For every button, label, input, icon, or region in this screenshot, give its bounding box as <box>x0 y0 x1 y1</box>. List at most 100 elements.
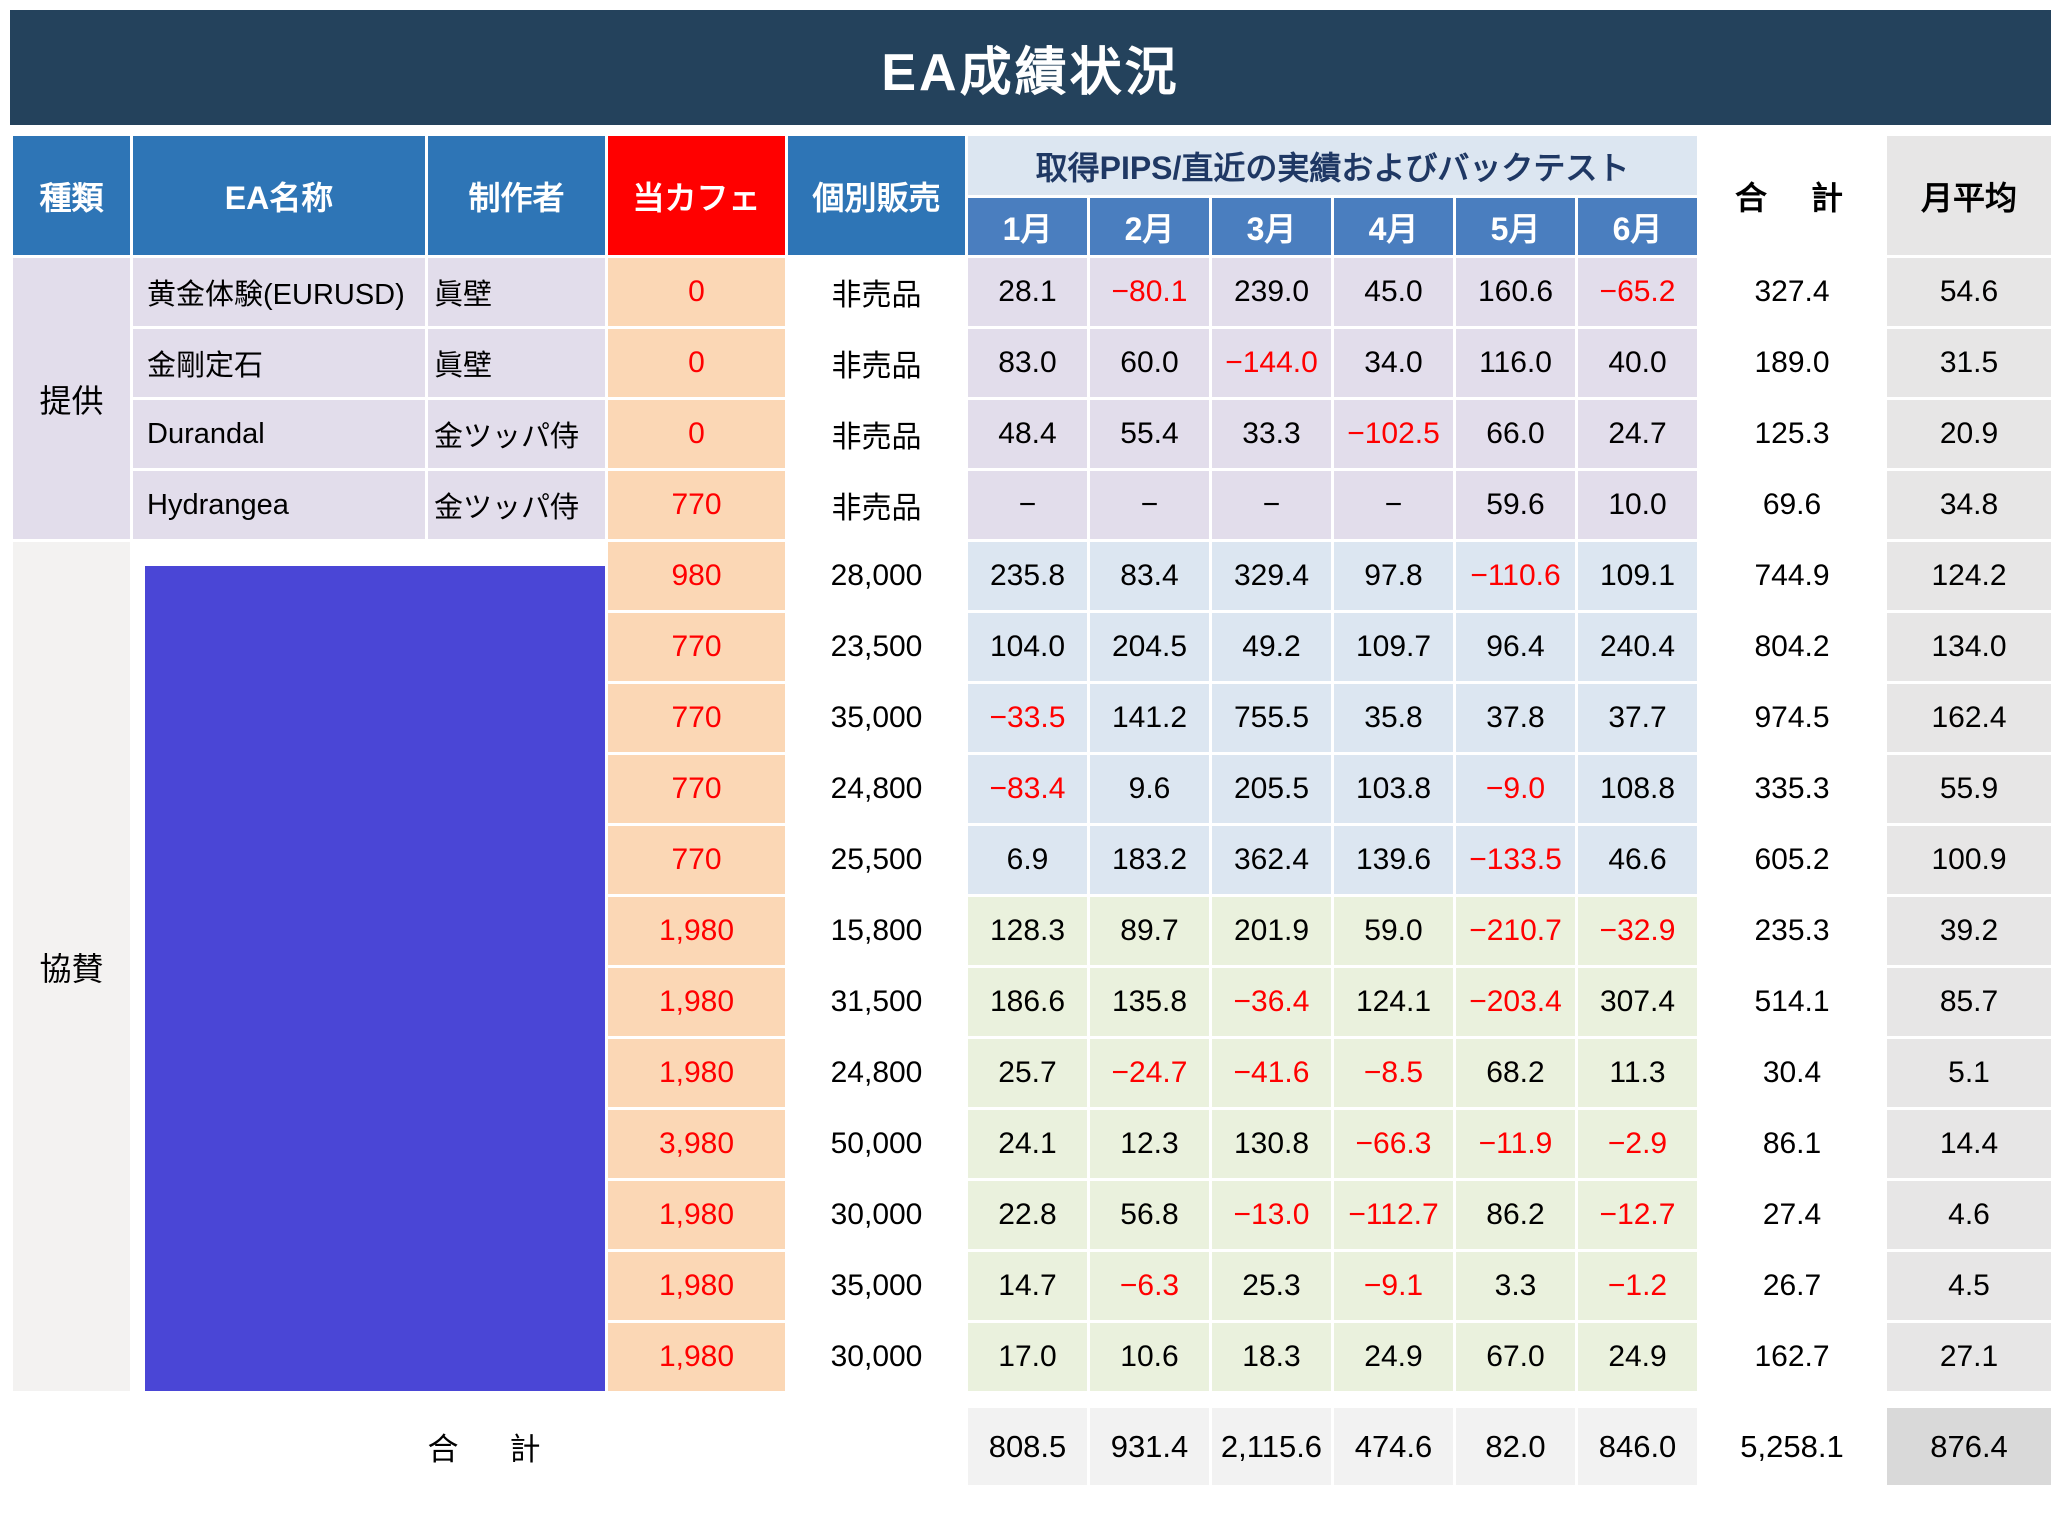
row-total-cell: 327.4 <box>1697 255 1888 329</box>
row-total-cell: 804.2 <box>1697 610 1888 684</box>
row-monthly-avg-cell: 54.6 <box>1884 255 2055 329</box>
table-row: 1,980 30,000 22.8 56.8 −13.0 −112.7 86.2 −12.7 2… <box>12 1178 2055 1252</box>
table-row: 3,980 50,000 24.1 12.3 130.8 −66.3 −11.9 −2.9 86… <box>12 1107 2055 1181</box>
month-value-cell: 329.4 <box>1209 539 1334 613</box>
cafe-price-cell: 980 <box>605 539 788 613</box>
month-header-may: 5月 <box>1453 195 1578 258</box>
month-value-cell: −8.5 <box>1331 1036 1456 1110</box>
table-row: 770 24,800 −83.4 9.6 205.5 103.8 −9.0 108.8 335.… <box>12 752 2055 826</box>
month-value-cell: 201.9 <box>1209 894 1334 968</box>
month-value-cell: −2.9 <box>1574 1107 1701 1181</box>
table-row: 770 23,500 104.0 204.5 49.2 109.7 96.4 240.4 804… <box>12 610 2055 684</box>
individual-price-cell: 非売品 <box>785 326 968 400</box>
cafe-price-cell: 770 <box>605 468 788 542</box>
creator-cell: 金ツッパ侍 <box>425 468 608 542</box>
month-value-cell: 59.6 <box>1453 468 1578 542</box>
month-value-cell: − <box>1209 468 1334 542</box>
row-monthly-avg-cell: 100.9 <box>1884 823 2055 897</box>
col-header-type: 種類 <box>10 133 133 258</box>
month-value-cell: 97.8 <box>1331 539 1456 613</box>
cafe-price-cell: 0 <box>605 326 788 400</box>
month-value-cell: −1.2 <box>1574 1249 1701 1323</box>
individual-price-cell: 24,800 <box>785 1036 968 1110</box>
table-row: 770 25,500 6.9 183.2 362.4 139.6 −133.5 46.6 605… <box>12 823 2055 897</box>
month-value-cell: 55.4 <box>1087 397 1212 471</box>
month-value-cell: −36.4 <box>1209 965 1334 1039</box>
month-value-cell: 130.8 <box>1209 1107 1334 1181</box>
month-value-cell: −83.4 <box>965 752 1090 826</box>
month-value-cell: 307.4 <box>1574 965 1701 1039</box>
group-type-cell: 提供 <box>10 255 133 542</box>
ea-name-cell: 金剛定石 <box>130 326 428 400</box>
month-value-cell: − <box>1087 468 1212 542</box>
month-value-cell: 68.2 <box>1453 1036 1578 1110</box>
footer-monthly-avg: 876.4 <box>1884 1405 2055 1488</box>
table-row: 1,980 15,800 128.3 89.7 201.9 59.0 −210.7 −32.9… <box>12 894 2055 968</box>
row-total-cell: 86.1 <box>1697 1107 1888 1181</box>
month-value-cell: −9.0 <box>1453 752 1578 826</box>
month-value-cell: 46.6 <box>1574 823 1701 897</box>
individual-price-cell: 非売品 <box>785 397 968 471</box>
month-value-cell: −203.4 <box>1453 965 1578 1039</box>
month-value-cell: −102.5 <box>1331 397 1456 471</box>
month-value-cell: 14.7 <box>965 1249 1090 1323</box>
month-value-cell: −41.6 <box>1209 1036 1334 1110</box>
creator-cell: 眞壁 <box>425 255 608 329</box>
month-value-cell: 33.3 <box>1209 397 1334 471</box>
month-value-cell: −144.0 <box>1209 326 1334 400</box>
month-value-cell: 103.8 <box>1331 752 1456 826</box>
col-header-individual-price: 個別販売 <box>785 133 968 258</box>
month-value-cell: −24.7 <box>1087 1036 1212 1110</box>
table-row: 1,980 24,800 25.7 −24.7 −41.6 −8.5 68.2 11.3 30.… <box>12 1036 2055 1110</box>
ea-name-cell: 黄金体験(EURUSD) <box>130 255 428 329</box>
col-header-ea-name: EA名称 <box>130 133 428 258</box>
row-monthly-avg-cell: 27.1 <box>1884 1320 2055 1394</box>
month-value-cell: 22.8 <box>965 1178 1090 1252</box>
individual-price-cell: 23,500 <box>785 610 968 684</box>
month-value-cell: 141.2 <box>1087 681 1212 755</box>
individual-price-cell: 35,000 <box>785 1249 968 1323</box>
month-value-cell: 49.2 <box>1209 610 1334 684</box>
cafe-price-cell: 1,980 <box>605 1178 788 1252</box>
month-value-cell: 6.9 <box>965 823 1090 897</box>
month-value-cell: 235.8 <box>965 539 1090 613</box>
ea-name-cell: Hydrangea <box>130 468 428 542</box>
month-value-cell: −110.6 <box>1453 539 1578 613</box>
page-title: EA成績状況 <box>10 10 2051 125</box>
month-value-cell: 11.3 <box>1574 1036 1701 1110</box>
cafe-price-cell: 770 <box>605 823 788 897</box>
row-total-cell: 744.9 <box>1697 539 1888 613</box>
header-row-1: 種類 EA名称 制作者 当カフェ 個別販売 取得PIPS/直近の実績およびバック… <box>10 133 2055 258</box>
month-value-cell: −12.7 <box>1574 1178 1701 1252</box>
cafe-price-cell: 3,980 <box>605 1107 788 1181</box>
row-monthly-avg-cell: 4.5 <box>1884 1249 2055 1323</box>
month-value-cell: −13.0 <box>1209 1178 1334 1252</box>
month-value-cell: 12.3 <box>1087 1107 1212 1181</box>
month-value-cell: 96.4 <box>1453 610 1578 684</box>
table-row: 提供 黄金体験(EURUSD) 眞壁 0 非売品 28.1 −80.1 239.0 45.0 16… <box>10 255 2055 542</box>
month-value-cell: 67.0 <box>1453 1320 1578 1394</box>
table-row: 協賛 980 28,000 235.8 83.4 329.4 97.8 −110.6 109.1… <box>10 539 2055 1394</box>
month-value-cell: −112.7 <box>1331 1178 1456 1252</box>
month-header-apr: 4月 <box>1331 195 1456 258</box>
month-value-cell: 204.5 <box>1087 610 1212 684</box>
month-value-cell: 160.6 <box>1453 255 1578 329</box>
month-value-cell: 24.1 <box>965 1107 1090 1181</box>
individual-price-cell: 30,000 <box>785 1178 968 1252</box>
month-value-cell: 183.2 <box>1087 823 1212 897</box>
month-value-cell: 362.4 <box>1209 823 1334 897</box>
month-value-cell: 66.0 <box>1453 397 1578 471</box>
month-value-cell: 24.7 <box>1574 397 1701 471</box>
header-row-2: 1月 2月 3月 4月 5月 6月 <box>12 195 2053 258</box>
row-monthly-avg-cell: 134.0 <box>1884 610 2055 684</box>
footer-month-total-mar: 2,115.6 <box>1209 1405 1334 1488</box>
row-total-cell: 69.6 <box>1697 468 1888 542</box>
row-monthly-avg-cell: 124.2 <box>1884 539 2055 613</box>
redacted-ea-names-cell <box>130 539 608 1394</box>
col-header-creator: 制作者 <box>425 133 608 258</box>
month-value-cell: 239.0 <box>1209 255 1334 329</box>
month-value-cell: −32.9 <box>1574 894 1701 968</box>
month-value-cell: 83.4 <box>1087 539 1212 613</box>
row-total-cell: 26.7 <box>1697 1249 1888 1323</box>
cafe-price-cell: 1,980 <box>605 1249 788 1323</box>
